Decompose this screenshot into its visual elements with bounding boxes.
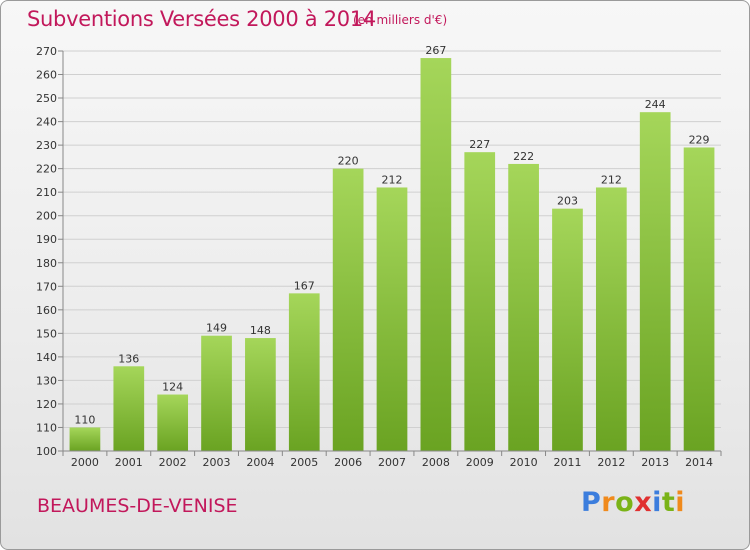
y-tick-label: 100 <box>36 445 57 458</box>
y-tick-label: 140 <box>36 351 57 364</box>
data-label: 212 <box>601 173 622 186</box>
proxiti-logo: Proxiti <box>581 487 685 518</box>
y-tick-label: 170 <box>36 280 57 293</box>
bar <box>69 427 101 451</box>
bar <box>332 168 364 451</box>
data-label: 203 <box>557 195 578 208</box>
data-label: 229 <box>689 133 710 146</box>
x-tick-label: 2003 <box>203 456 231 469</box>
logo-letter: o <box>615 487 635 518</box>
x-tick-label: 2006 <box>334 456 362 469</box>
y-tick-label: 190 <box>36 233 57 246</box>
logo-letter: r <box>601 487 616 518</box>
bar <box>508 163 539 452</box>
data-label: 110 <box>74 413 95 426</box>
data-label: 124 <box>162 381 183 394</box>
x-tick-label: 2001 <box>115 456 143 469</box>
logo-letter: t <box>661 487 676 518</box>
data-label: 148 <box>250 324 271 337</box>
chart-title: Subventions Versées 2000 à 2014 <box>27 7 376 31</box>
data-label: 212 <box>382 173 403 186</box>
y-tick-label: 250 <box>36 92 57 105</box>
x-tick-label: 2012 <box>597 456 625 469</box>
y-tick-label: 220 <box>36 163 57 176</box>
data-label: 222 <box>513 150 534 163</box>
bar <box>683 147 715 451</box>
bar <box>201 335 232 451</box>
bar <box>464 152 496 452</box>
data-label: 220 <box>338 155 359 168</box>
commune-name: BEAUMES-DE-VENISE <box>37 495 238 517</box>
bar <box>552 208 583 451</box>
bars-layer: 110 136 124 149 148 167 220 212 267 227 222 203 212 2… <box>69 44 715 452</box>
y-tick-label: 210 <box>36 186 57 199</box>
chart-subtitle: (en milliers d'€) <box>353 13 448 27</box>
bar <box>420 58 452 451</box>
y-tick-label: 160 <box>36 304 57 317</box>
data-label: 227 <box>469 138 490 151</box>
logo-letter: i <box>675 487 686 518</box>
data-label: 244 <box>645 98 666 111</box>
x-tick-label: 2014 <box>685 456 713 469</box>
data-label: 149 <box>206 322 227 335</box>
y-tick-label: 270 <box>36 45 57 58</box>
bar <box>157 394 189 451</box>
logo-letter: i <box>652 487 662 518</box>
logo-letter: x <box>634 487 653 518</box>
x-tick-label: 2007 <box>378 456 406 469</box>
x-tick-label: 2009 <box>466 456 494 469</box>
data-label: 267 <box>425 44 446 57</box>
x-tick-label: 2011 <box>553 456 581 469</box>
y-tick-label: 180 <box>36 257 57 270</box>
bar <box>639 112 671 452</box>
y-tick-label: 150 <box>36 327 57 340</box>
data-label: 136 <box>118 352 139 365</box>
x-tick-label: 2010 <box>510 456 538 469</box>
axis-layer: 100 110 120 130 140 150 160 170 180 190 200 210 220 2… <box>36 45 722 469</box>
bar <box>288 293 320 451</box>
y-tick-label: 200 <box>36 210 57 223</box>
y-tick-label: 230 <box>36 139 57 152</box>
logo-letter: P <box>581 487 602 518</box>
y-tick-label: 260 <box>36 69 57 82</box>
x-tick-label: 2000 <box>71 456 99 469</box>
x-tick-label: 2002 <box>159 456 187 469</box>
y-tick-label: 110 <box>36 421 57 434</box>
bar <box>595 187 627 451</box>
data-label: 167 <box>294 279 315 292</box>
x-tick-label: 2005 <box>290 456 318 469</box>
bar <box>113 366 145 451</box>
y-tick-label: 240 <box>36 116 57 129</box>
y-tick-label: 120 <box>36 398 57 411</box>
bar <box>245 338 276 451</box>
x-tick-label: 2008 <box>422 456 450 469</box>
x-tick-label: 2004 <box>246 456 274 469</box>
x-tick-label: 2013 <box>641 456 669 469</box>
bar <box>376 187 408 451</box>
y-tick-label: 130 <box>36 374 57 387</box>
